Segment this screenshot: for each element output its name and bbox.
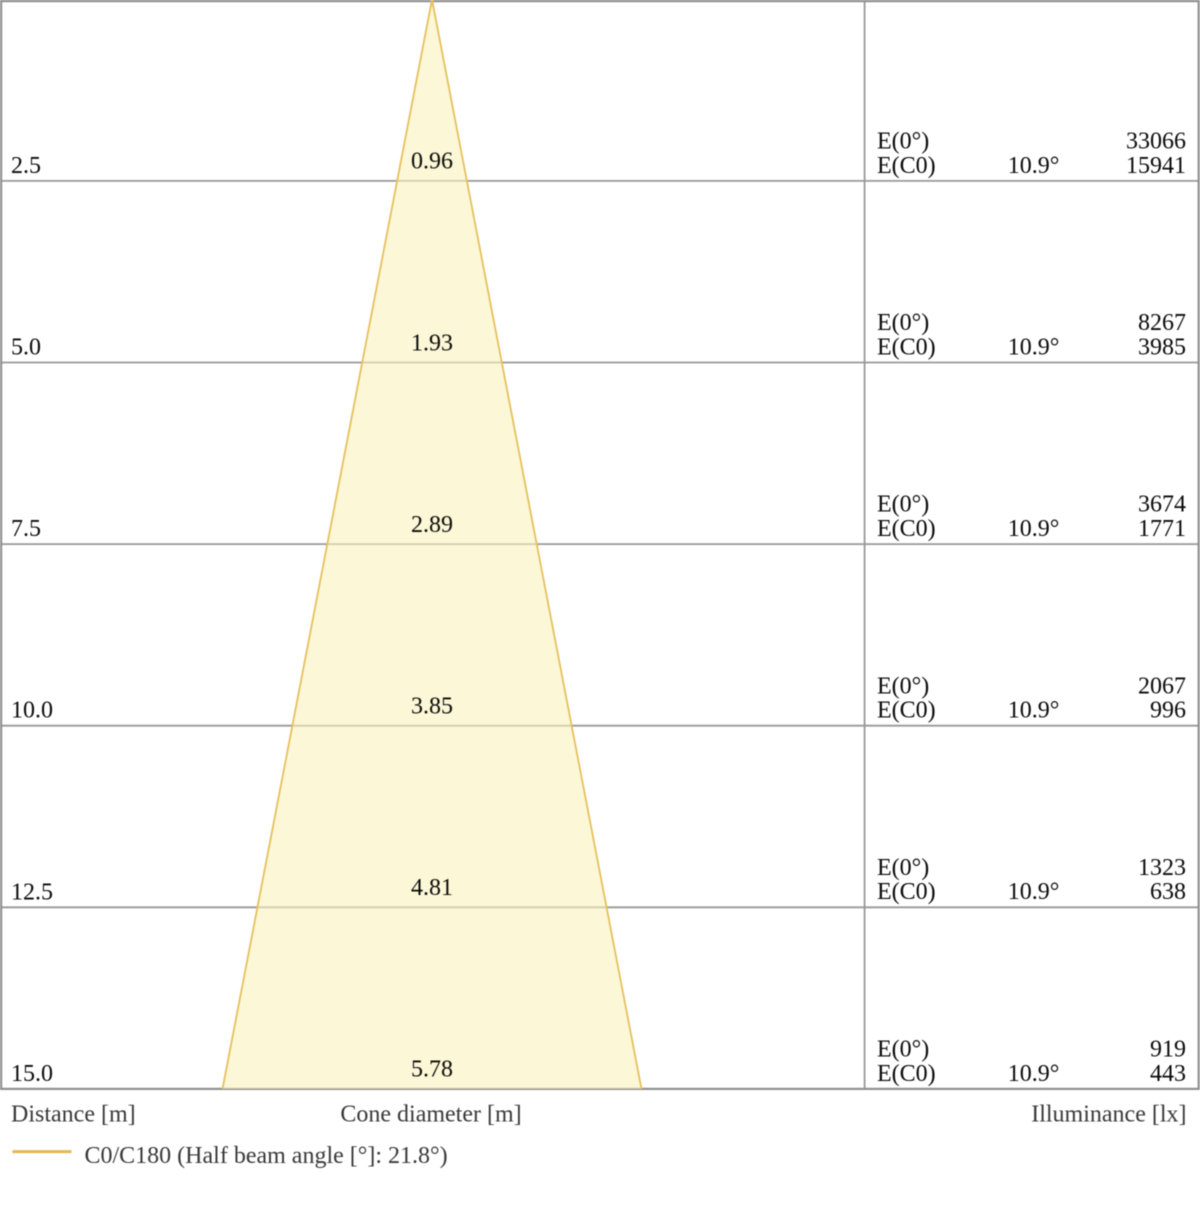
svg-text:E(0°): E(0°) bbox=[877, 673, 929, 699]
svg-text:4.81: 4.81 bbox=[411, 875, 453, 901]
svg-text:E(0°): E(0°) bbox=[877, 855, 929, 881]
svg-text:33066: 33066 bbox=[1126, 129, 1186, 155]
svg-text:E(C0): E(C0) bbox=[877, 334, 936, 360]
svg-text:1.93: 1.93 bbox=[411, 330, 453, 356]
svg-text:10.9°: 10.9° bbox=[1008, 879, 1060, 905]
svg-text:10.9°: 10.9° bbox=[1008, 516, 1060, 542]
svg-text:E(C0): E(C0) bbox=[877, 698, 936, 724]
svg-text:0.96: 0.96 bbox=[411, 149, 453, 175]
svg-text:Cone diameter [m]: Cone diameter [m] bbox=[340, 1102, 521, 1128]
svg-text:919: 919 bbox=[1150, 1037, 1186, 1063]
svg-text:3674: 3674 bbox=[1138, 492, 1186, 518]
svg-text:2.5: 2.5 bbox=[11, 153, 41, 179]
svg-text:1771: 1771 bbox=[1138, 516, 1186, 542]
svg-text:E(0°): E(0°) bbox=[877, 310, 929, 336]
svg-text:638: 638 bbox=[1150, 879, 1186, 905]
svg-text:2067: 2067 bbox=[1138, 673, 1186, 699]
svg-text:10.9°: 10.9° bbox=[1008, 153, 1060, 179]
svg-text:5.78: 5.78 bbox=[411, 1057, 453, 1083]
svg-text:15941: 15941 bbox=[1126, 153, 1186, 179]
svg-text:10.9°: 10.9° bbox=[1008, 1061, 1060, 1087]
svg-text:15.0: 15.0 bbox=[11, 1061, 53, 1087]
svg-text:Illuminance [lx]: Illuminance [lx] bbox=[1031, 1102, 1186, 1128]
svg-text:10.0: 10.0 bbox=[11, 698, 53, 724]
svg-text:C0/C180 (Half beam angle [°]:: C0/C180 (Half beam angle [°]: 21.8°) bbox=[85, 1143, 448, 1169]
svg-text:5.0: 5.0 bbox=[11, 335, 41, 361]
svg-text:3.85: 3.85 bbox=[411, 694, 453, 720]
svg-text:3985: 3985 bbox=[1138, 334, 1186, 360]
svg-text:8267: 8267 bbox=[1138, 310, 1186, 336]
svg-text:E(C0): E(C0) bbox=[877, 1061, 936, 1087]
svg-text:7.5: 7.5 bbox=[11, 516, 41, 542]
svg-text:996: 996 bbox=[1150, 698, 1186, 724]
svg-text:10.9°: 10.9° bbox=[1008, 334, 1060, 360]
svg-text:443: 443 bbox=[1150, 1061, 1186, 1087]
svg-text:E(0°): E(0°) bbox=[877, 1037, 929, 1063]
svg-text:E(C0): E(C0) bbox=[877, 516, 936, 542]
svg-text:12.5: 12.5 bbox=[11, 879, 53, 905]
svg-text:1323: 1323 bbox=[1138, 855, 1186, 881]
svg-text:E(C0): E(C0) bbox=[877, 879, 936, 905]
svg-text:Distance [m]: Distance [m] bbox=[11, 1102, 136, 1128]
svg-text:E(0°): E(0°) bbox=[877, 492, 929, 518]
svg-text:E(0°): E(0°) bbox=[877, 129, 929, 155]
svg-text:E(C0): E(C0) bbox=[877, 153, 936, 179]
svg-text:2.89: 2.89 bbox=[411, 512, 453, 538]
svg-text:10.9°: 10.9° bbox=[1008, 698, 1060, 724]
